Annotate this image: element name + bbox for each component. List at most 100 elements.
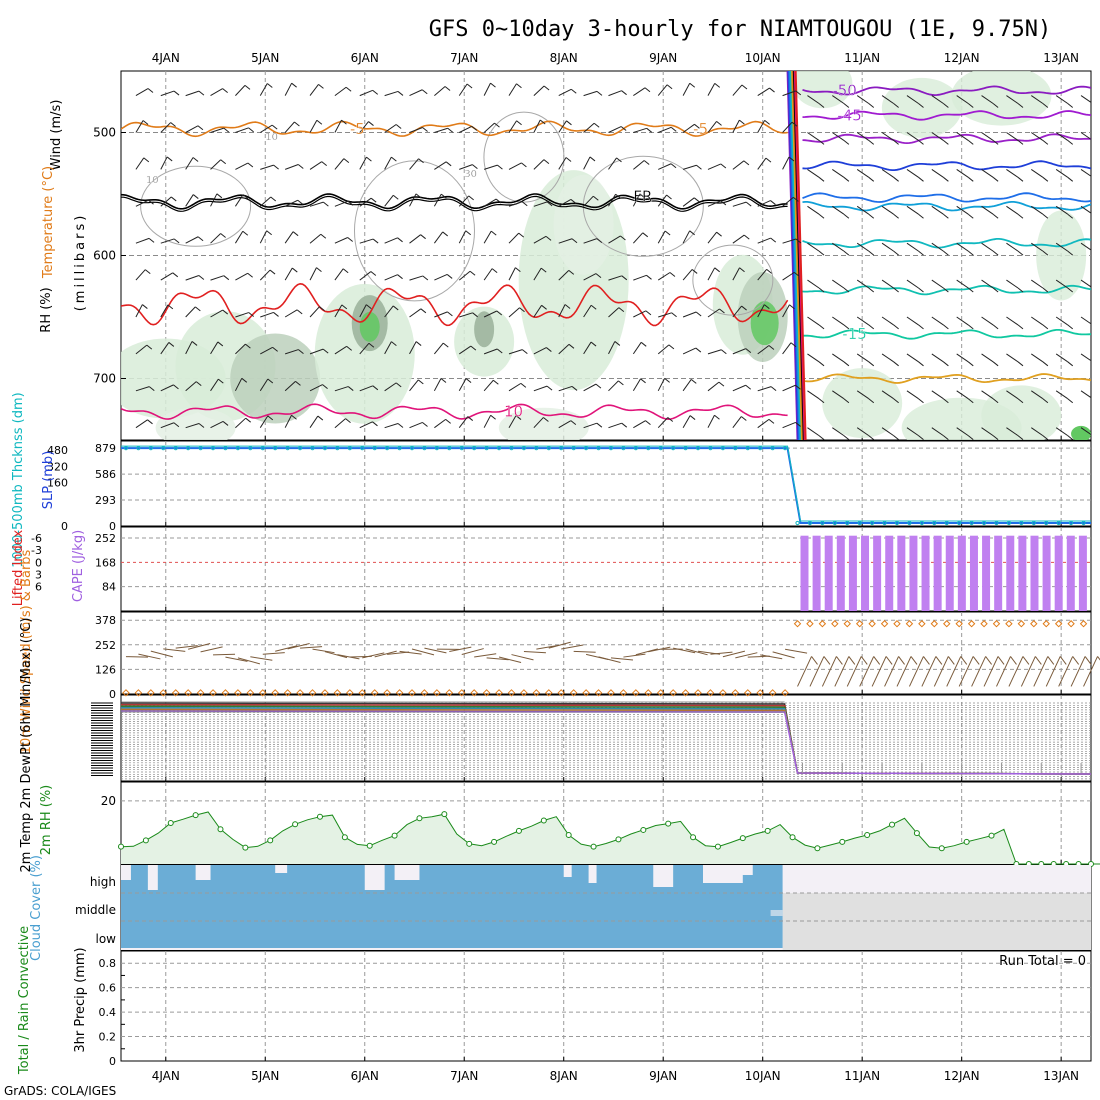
wind-barb-flag: [316, 119, 323, 125]
wind-barb: [458, 270, 471, 281]
wind-barb: [409, 127, 423, 133]
wind-barb: [548, 641, 571, 649]
rh-shading: [474, 311, 495, 348]
wind-barb-flag: [596, 238, 603, 243]
wind-barb: [1006, 316, 1019, 326]
wind-barb: [185, 90, 200, 97]
date-label: 10JAN: [745, 1069, 781, 1083]
wind-barb-flag: [766, 268, 772, 274]
wind-barb-flag: [466, 83, 473, 89]
wind-barb-flag: [720, 200, 727, 206]
wind-barb: [933, 656, 949, 687]
wind-barb-flag: [1017, 250, 1024, 256]
wind-barb-flag: [666, 84, 673, 90]
wind-barb-flag: [472, 164, 478, 170]
wind-speed-marker: [458, 689, 466, 697]
wind-barb: [832, 205, 845, 215]
wind-barb-flag: [743, 160, 750, 166]
slp-marker: [733, 446, 738, 451]
slp-marker: [820, 520, 825, 526]
wind-barb-flag: [1017, 213, 1024, 219]
wind-barb-flag: [197, 125, 204, 131]
li-tick-label: 0: [35, 556, 42, 569]
wind-barb: [608, 157, 617, 170]
wind-barb: [334, 304, 343, 318]
wind-barb: [284, 164, 299, 170]
wind-barb-flag: [1042, 176, 1049, 182]
wind-barb: [135, 157, 145, 170]
slp-marker: [770, 446, 775, 451]
wind-barb: [384, 274, 398, 281]
slp-marker: [596, 446, 601, 451]
ylabel-slp: SLP (mb): [41, 451, 56, 510]
wind-barb-flag: [220, 233, 226, 238]
wind-barb-flag: [445, 419, 451, 424]
rh-shading: [553, 174, 614, 275]
wind-barb-flag: [943, 176, 949, 182]
rh-point: [466, 840, 473, 847]
wind-barb: [956, 205, 969, 215]
wind-barb: [807, 168, 820, 178]
wind-barb: [906, 279, 919, 289]
wind-barb-flag: [664, 377, 670, 383]
wind-barb-flag: [291, 414, 297, 420]
wind-barb: [259, 83, 268, 96]
wind-barb-flag: [593, 195, 599, 201]
wind-barb-flag: [172, 272, 179, 278]
cape-tick-label: 168: [95, 556, 116, 569]
wind-barb-flag: [370, 197, 377, 203]
wind-barb: [458, 83, 468, 96]
cloud-fill: [121, 865, 783, 948]
wind-barb: [573, 650, 596, 653]
wind-barb-flag: [1093, 251, 1098, 255]
rh-point: [292, 821, 299, 828]
wind-barb: [359, 421, 373, 429]
wind-barb-flag: [668, 344, 675, 350]
wind-barb: [906, 353, 919, 363]
wind-barb: [807, 242, 820, 252]
wind-barb: [135, 386, 150, 392]
wind-barb-flag: [695, 347, 702, 353]
wind-barb-flag: [217, 341, 224, 347]
wind-barb: [449, 646, 472, 653]
wind-barb: [458, 378, 467, 392]
wind-barb: [359, 238, 374, 244]
wind-barb-flag: [671, 312, 677, 318]
wind-barb: [1031, 132, 1044, 141]
wind-barb-flag: [518, 232, 525, 238]
wind-barb: [657, 194, 667, 207]
wind-barb-flag: [868, 176, 875, 182]
wind-barb: [981, 427, 994, 437]
wind-barb-flag: [1093, 436, 1098, 440]
wind-barb: [200, 646, 223, 653]
wind-barb-flag: [621, 275, 628, 281]
wind-barb-flag: [543, 417, 549, 422]
wind-barb-flag: [967, 176, 974, 182]
wind-barb: [461, 648, 484, 656]
wind-barb: [334, 119, 342, 133]
wind-barb-flag: [395, 124, 402, 129]
wind-barb: [185, 422, 200, 429]
wind-barb: [135, 88, 149, 97]
date-label: 5JAN: [251, 51, 279, 65]
wind-speed-marker: [470, 689, 478, 697]
wind-barb-flag: [173, 384, 179, 390]
wind-speed-marker: [918, 620, 926, 628]
wind-barb-flag: [342, 268, 349, 274]
wind-speed-marker: [507, 689, 516, 697]
wind-barb-flag: [568, 343, 575, 349]
wind-barb: [399, 650, 422, 655]
wind-barb: [1080, 390, 1091, 399]
wind-barb: [309, 267, 317, 281]
wind-speed-marker: [321, 689, 329, 697]
wind-barb: [210, 88, 223, 97]
isotherm-purple3: [802, 133, 1091, 145]
wind-barb-flag: [689, 230, 695, 236]
wind-barb: [558, 88, 572, 97]
wind-barb: [135, 237, 150, 244]
wind-barb-flag: [294, 121, 300, 127]
wind-barb-flag: [1017, 361, 1024, 367]
wind-barb-flag: [564, 304, 571, 309]
wind-barb-flag: [372, 421, 378, 427]
wind-barb: [558, 343, 570, 355]
